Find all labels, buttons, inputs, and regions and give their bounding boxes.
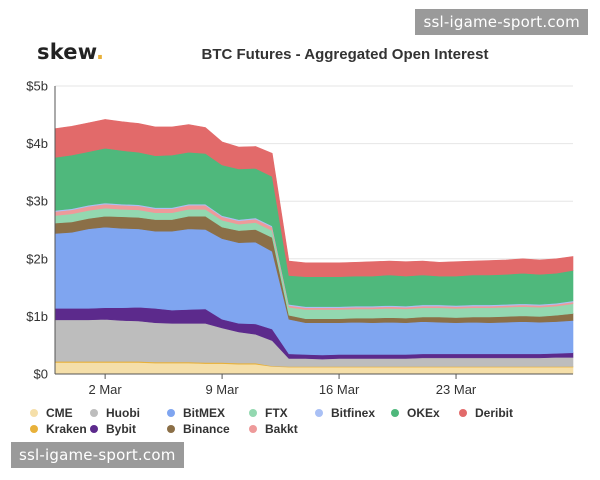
y-tick-label: $2b	[26, 251, 48, 266]
watermark-top: ssl-igame-sport.com	[415, 9, 588, 35]
stacked-areas	[54, 119, 574, 375]
legend-item-bitfinex[interactable]: Bitfinex	[315, 406, 391, 420]
legend-label: OKEx	[407, 406, 440, 420]
legend-swatch	[90, 409, 98, 417]
legend-swatch	[391, 409, 399, 417]
x-tick-label: 2 Mar	[89, 382, 123, 397]
skew-logo: skew.	[37, 40, 104, 64]
axes	[54, 86, 573, 375]
legend-row: Kraken Bybit Binance Bakkt	[30, 421, 590, 437]
legend-swatch	[315, 409, 323, 417]
legend-label: BitMEX	[183, 406, 225, 420]
legend-swatch	[30, 409, 38, 417]
legend-item-deribit[interactable]: Deribit	[459, 406, 519, 420]
legend-item-bybit[interactable]: Bybit	[90, 422, 167, 436]
legend-swatch	[167, 425, 175, 433]
legend-swatch	[167, 409, 175, 417]
legend-row: CME Huobi BitMEX FTX Bitfinex OKEx Deribit	[30, 405, 590, 421]
legend-swatch	[249, 425, 257, 433]
legend-item-ftx[interactable]: FTX	[249, 406, 315, 420]
watermark-bottom: ssl-igame-sport.com	[11, 442, 184, 468]
chart-legend: CME Huobi BitMEX FTX Bitfinex OKEx Deribit Krak…	[30, 405, 590, 437]
legend-label: FTX	[265, 406, 288, 420]
x-tick-label: 23 Mar	[436, 382, 477, 397]
legend-swatch	[30, 425, 38, 433]
y-tick-label: $0	[34, 367, 48, 382]
legend-label: Kraken	[46, 422, 87, 436]
x-tick-label: 16 Mar	[319, 382, 360, 397]
logo-dot: .	[96, 40, 105, 64]
area-deribit	[54, 119, 574, 277]
legend-item-cme[interactable]: CME	[30, 406, 90, 420]
y-tick-label: $3b	[26, 194, 48, 209]
y-tick-label: $5b	[26, 79, 48, 94]
legend-item-binance[interactable]: Binance	[167, 422, 249, 436]
legend-item-bitmex[interactable]: BitMEX	[167, 406, 249, 420]
chart-title: BTC Futures - Aggregated Open Interest	[201, 46, 489, 63]
y-tick-label: $4b	[26, 136, 48, 151]
legend-item-kraken[interactable]: Kraken	[30, 422, 90, 436]
legend-swatch	[90, 425, 98, 433]
x-tick-labels: 2 Mar 9 Mar 16 Mar 23 Mar	[89, 374, 477, 397]
legend-label: Bitfinex	[331, 406, 376, 420]
y-tick-labels: $0 $1b $2b $3b $4b $5b	[26, 79, 48, 382]
legend-swatch	[459, 409, 467, 417]
legend-label: Huobi	[106, 406, 140, 420]
legend-item-huobi[interactable]: Huobi	[90, 406, 167, 420]
legend-item-bakkt[interactable]: Bakkt	[249, 422, 315, 436]
legend-item-okex[interactable]: OKEx	[391, 406, 459, 420]
x-tick-label: 9 Mar	[205, 382, 239, 397]
logo-text: skew	[37, 40, 97, 64]
legend-label: Binance	[183, 422, 230, 436]
legend-label: Bybit	[106, 422, 136, 436]
legend-label: Deribit	[475, 406, 514, 420]
y-tick-label: $1b	[26, 309, 48, 324]
legend-label: Bakkt	[265, 422, 298, 436]
legend-label: CME	[46, 406, 73, 420]
legend-swatch	[249, 409, 257, 417]
